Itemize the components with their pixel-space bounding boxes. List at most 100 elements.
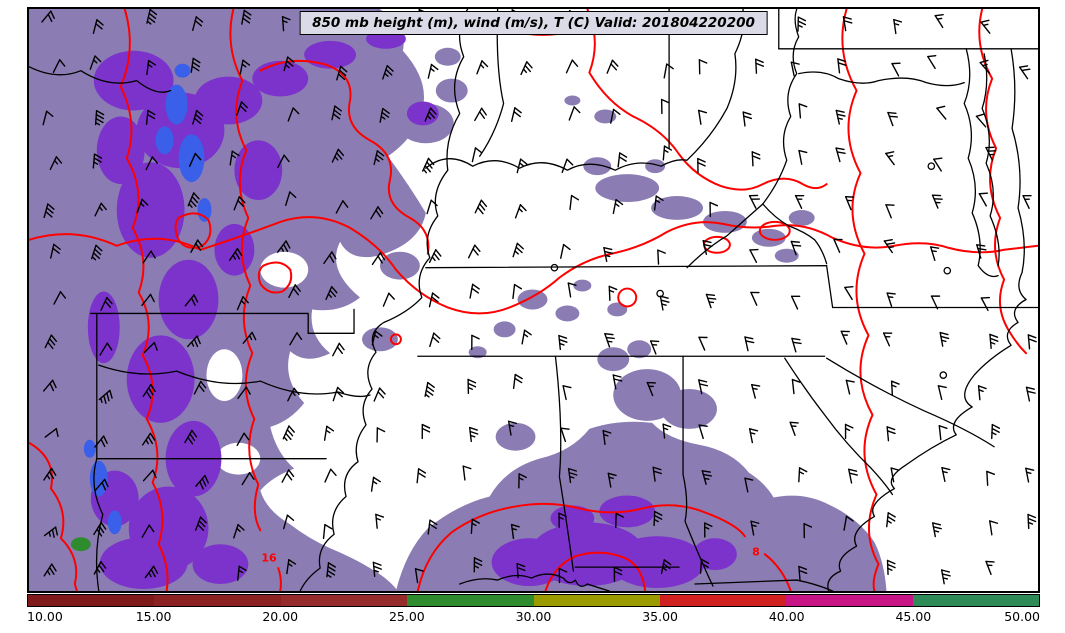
wind-barbs-shape (697, 161, 706, 167)
wind-barbs-shape (51, 563, 57, 572)
wind-barbs-shape (930, 246, 940, 249)
wind-barbs-shape (232, 254, 236, 260)
wind-barbs-shape (942, 470, 948, 474)
wind-barbs-shape (699, 558, 703, 574)
wind-barbs-shape (978, 193, 987, 207)
wind-barbs-shape (798, 565, 801, 582)
wind-barbs-shape (516, 158, 522, 174)
wind-barbs-shape (751, 524, 757, 527)
state-boundaries-shape (479, 9, 505, 157)
wind-barbs-shape (1027, 521, 1034, 525)
wind-barbs-shape (934, 14, 944, 29)
wind-barbs-shape (610, 108, 615, 124)
wind-barbs-shape (239, 59, 244, 75)
wind-barbs-shape (518, 207, 523, 213)
wind-barbs-shape (432, 336, 440, 343)
wind-barbs-shape (562, 385, 567, 401)
wind-barbs-shape (96, 19, 104, 26)
wind-barbs-shape (789, 421, 796, 436)
wind-barbs-shape (291, 391, 296, 397)
wind-barbs-shape (653, 518, 659, 523)
wind-barbs-shape (927, 55, 936, 70)
wind-barbs-shape (613, 570, 623, 576)
wind-barbs-shape (991, 431, 997, 436)
wind-barbs-shape (514, 107, 522, 114)
wind-barbs-shape (602, 429, 612, 434)
wind-barbs-shape (145, 156, 154, 171)
wind-barbs-shape (430, 199, 438, 207)
wind-barbs-shape (372, 480, 378, 485)
wind-barbs-shape (844, 285, 854, 289)
wind-barbs-shape (342, 200, 349, 208)
wind-barbs-shape (791, 337, 797, 353)
wind-barbs-shape (1026, 390, 1036, 394)
wind-barbs-shape (188, 203, 193, 208)
wind-barbs-shape (836, 113, 846, 117)
colorbar-tick-label: 10.00 (27, 609, 63, 624)
wind-barbs-shape (101, 481, 107, 491)
wind-barbs-shape (798, 569, 808, 574)
wind-barbs-shape (93, 153, 103, 159)
wind-barbs-shape (844, 423, 854, 429)
wind-speed-fill-layer-20-25-shape (83, 439, 96, 458)
wind-barbs-shape (204, 474, 209, 484)
wind-barbs-shape (933, 157, 943, 160)
wind-barbs-shape (241, 9, 245, 25)
wind-barbs-shape (979, 59, 989, 64)
wind-barbs-shape (467, 382, 477, 388)
wind-barbs-shape (322, 523, 326, 540)
wind-speed-fill-layer-15-20-shape (87, 291, 120, 364)
wind-barbs-shape (652, 466, 656, 482)
wind-barbs-shape (426, 161, 433, 169)
wind-barbs-shape (47, 341, 54, 350)
calm-wind-circle (550, 263, 559, 272)
wind-barbs-shape (887, 567, 893, 571)
wind-barbs-shape (191, 429, 198, 438)
wind-barbs-shape (654, 510, 663, 516)
wind-barbs-shape (518, 473, 527, 479)
wind-barbs-shape (199, 516, 207, 524)
wind-speed-fill-layer-10-15-shape (627, 340, 652, 359)
wind-barbs-shape (568, 471, 578, 476)
wind-barbs-shape (991, 423, 1001, 429)
state-boundaries-shape (98, 364, 371, 398)
wind-barbs-shape (201, 477, 207, 487)
wind-barbs-shape (891, 384, 897, 388)
wind-speed-fill-layer-20-25-shape (107, 510, 122, 535)
wind-barbs-shape (608, 289, 615, 293)
wind-barbs-shape (145, 109, 149, 126)
wind-barbs-shape (373, 387, 381, 402)
wind-barbs-shape (698, 379, 703, 395)
wind-barbs-shape (797, 24, 803, 28)
wind-barbs-shape (53, 243, 61, 250)
wind-barbs-shape (92, 19, 98, 35)
wind-barbs-shape (421, 423, 431, 429)
temperature-contours-shape (586, 9, 828, 191)
wind-barbs-shape (428, 249, 437, 263)
wind-barbs-shape (195, 474, 206, 487)
map-title: 850 mb height (m), wind (m/s), T (C) Val… (299, 11, 768, 35)
wind-barbs-shape (886, 430, 896, 435)
wind-barbs-shape (197, 523, 205, 531)
wind-barbs-shape (106, 342, 113, 351)
wind-barbs-shape (887, 155, 894, 158)
wind-barbs-shape (932, 526, 942, 530)
wind-barbs-shape (428, 111, 436, 119)
wind-speed-fill-layer-10-15-shape (573, 279, 592, 292)
wind-barbs-shape (885, 242, 896, 245)
wind-barbs-shape (50, 10, 55, 20)
wind-speed-fill-layer-10-15-shape (704, 495, 887, 591)
wind-barbs-shape (519, 158, 528, 165)
calm-wind-circle (656, 289, 664, 298)
wind-barbs-shape (569, 194, 573, 211)
wind-barbs-shape (657, 249, 666, 254)
wind-barbs-shape (698, 336, 706, 351)
wind-barbs-shape (608, 285, 618, 291)
wind-barbs-shape (518, 162, 524, 167)
wind-barbs-shape (196, 335, 201, 345)
wind-barbs-shape (328, 254, 335, 263)
wind-barbs-shape (703, 526, 710, 530)
wind-barbs-shape (337, 148, 345, 157)
wind-barbs-shape (102, 435, 108, 444)
wind-barbs-shape (939, 331, 944, 347)
